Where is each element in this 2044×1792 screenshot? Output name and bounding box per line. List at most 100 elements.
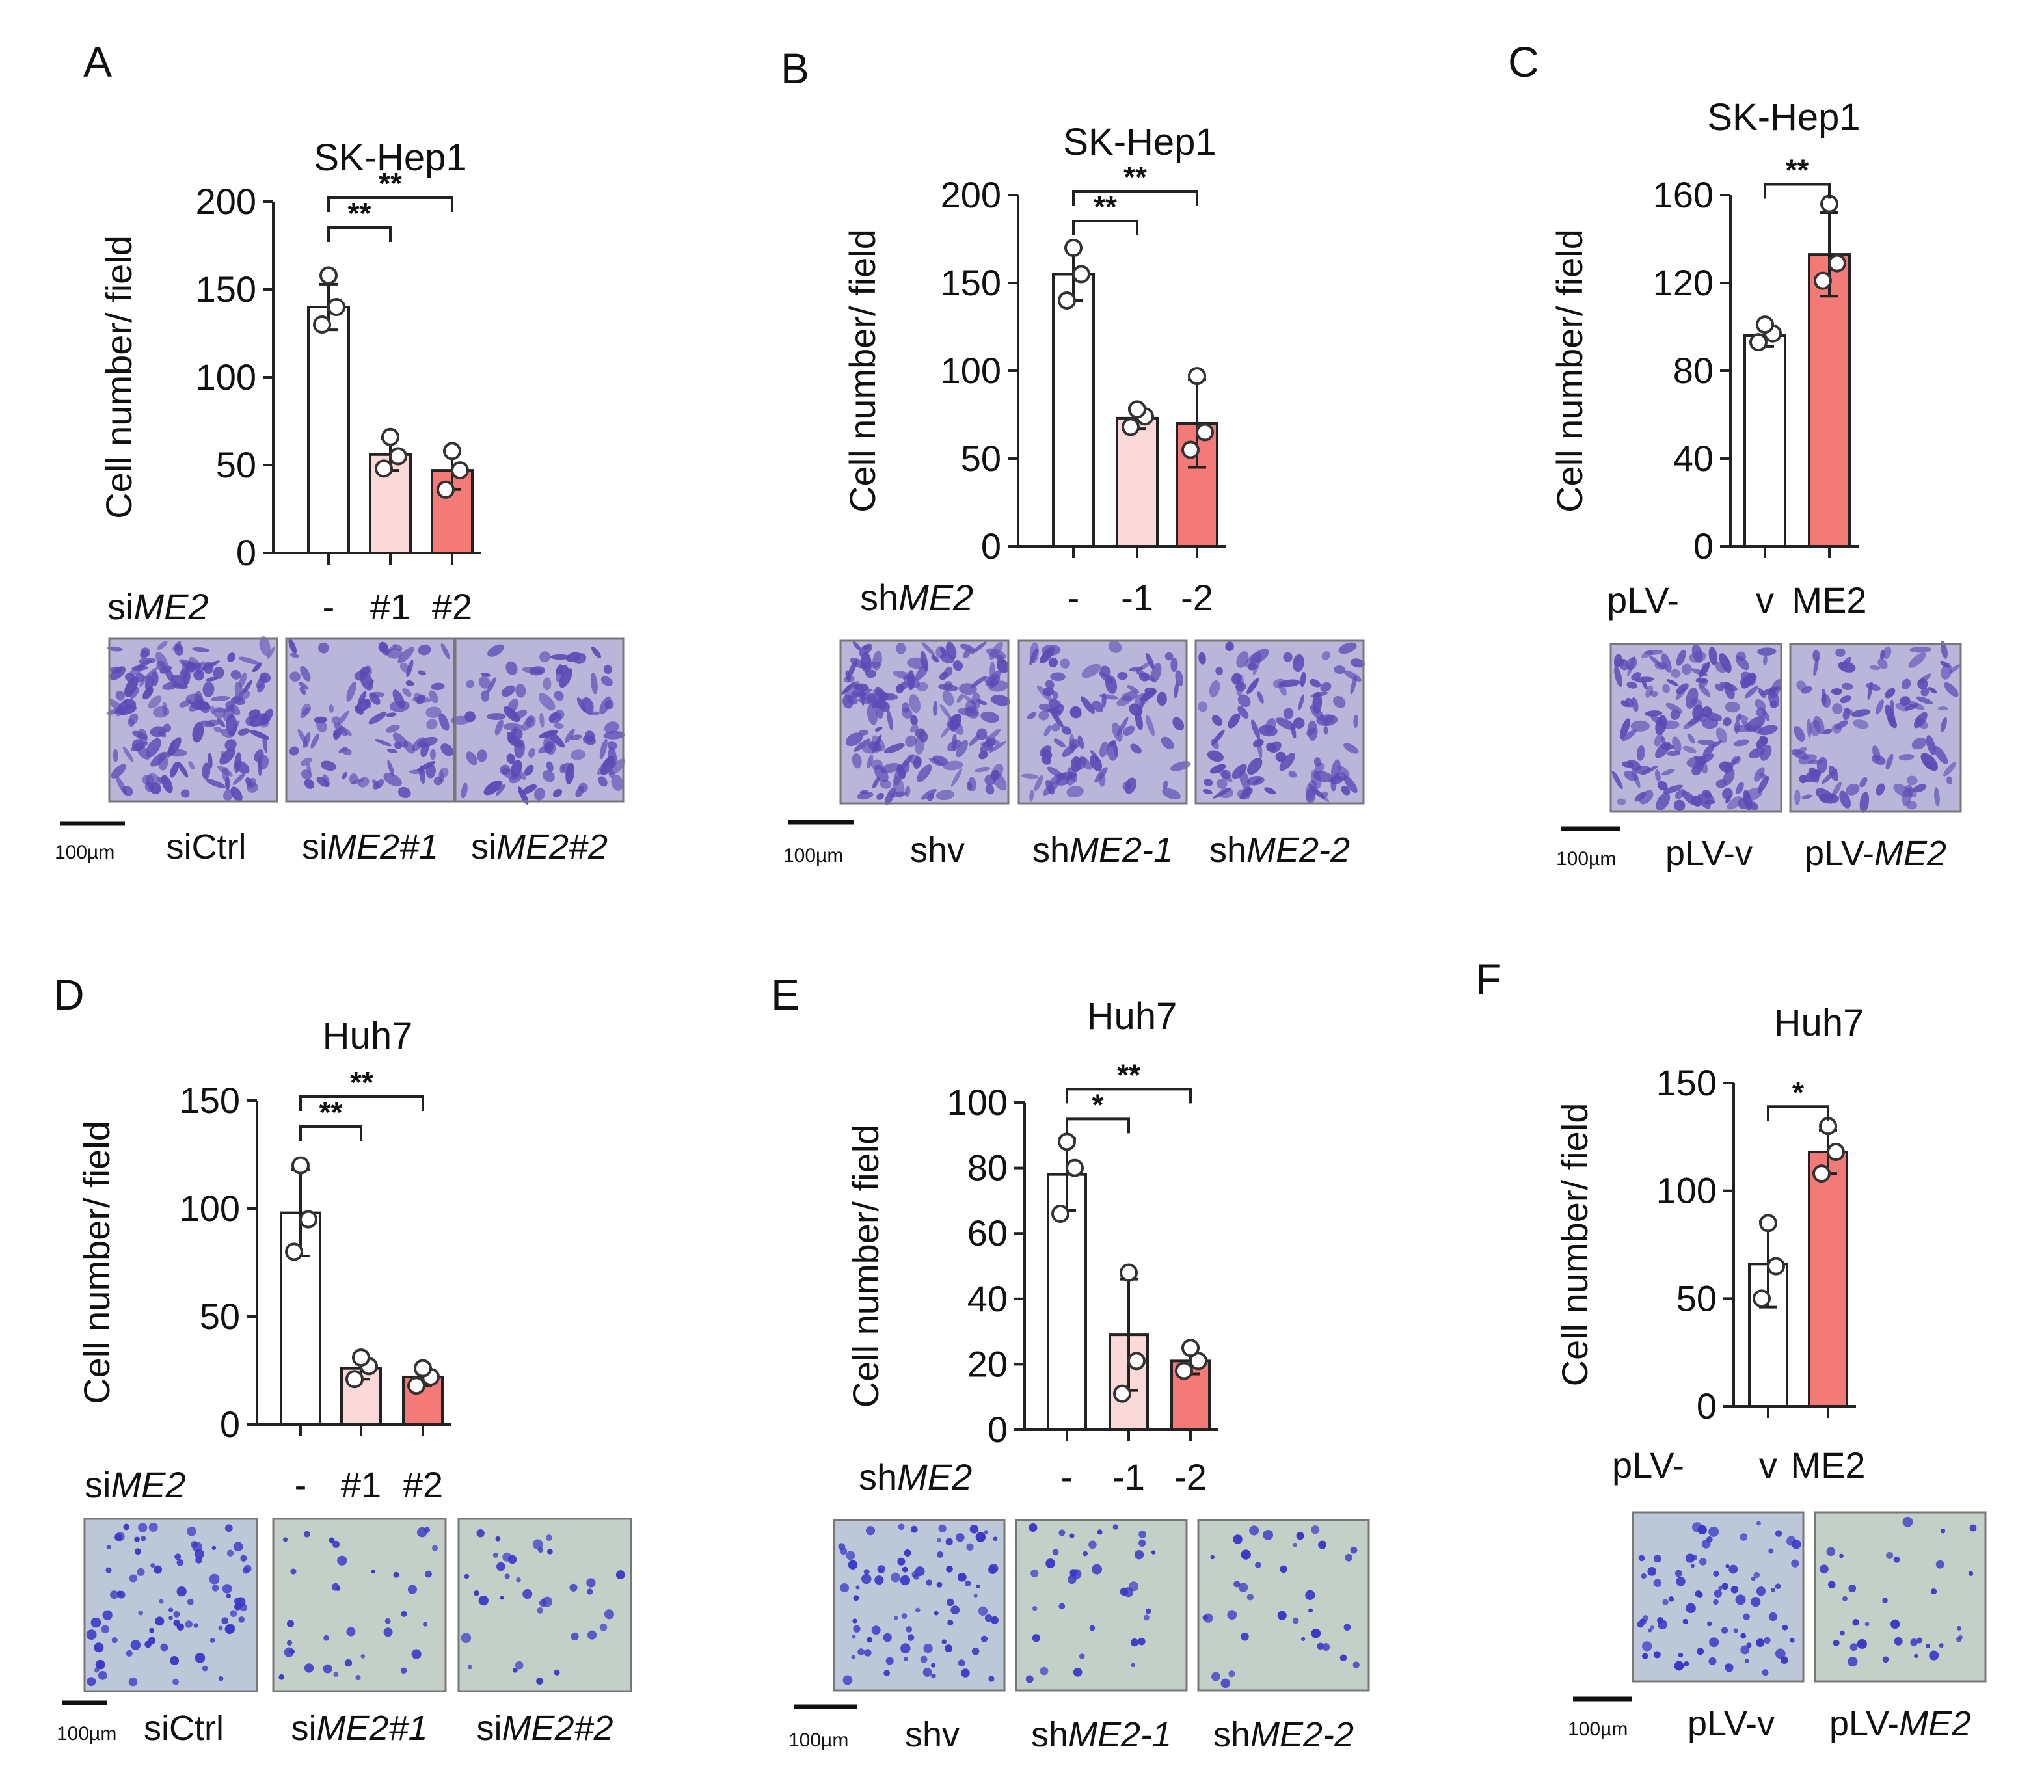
stained-cell [416,760,436,772]
micrograph-background [455,639,623,801]
stained-cell [1174,681,1179,699]
stained-cell [1069,734,1075,753]
panel-e: E Huh7 0 20 40 60 80 100 Cell number/ field - -1 -2… [771,970,1370,1754]
stained-cell [1968,1571,1974,1576]
stained-cell [1353,714,1358,729]
stained-cell [1139,693,1146,712]
stained-cell [1061,726,1072,735]
stained-cell [1161,736,1174,750]
bar-0 [1743,334,1786,548]
stained-cell [971,641,987,654]
stained-cell [1067,767,1078,782]
caption-prefix: sh [1209,831,1246,870]
stained-cell [1768,1548,1774,1554]
stained-cell [1708,1526,1719,1537]
stained-cell [209,1638,215,1643]
stained-cell [1709,1637,1719,1648]
stained-cell [1308,784,1325,799]
stained-cell [1676,1663,1682,1668]
stained-cell [402,688,412,697]
stained-cell [424,1527,431,1533]
stained-cell [1768,689,1780,708]
stained-cell [384,1618,391,1624]
data-point [1064,239,1083,257]
stained-cell [383,773,402,786]
y-tick-label: 50 [961,438,1001,479]
stained-cell [975,766,991,773]
stained-cell [1157,691,1167,706]
stained-cell [604,721,619,734]
y-tick-label: 160 [1653,174,1714,215]
stained-cell [238,656,260,665]
micrograph-1 [285,637,455,803]
stained-cell [1682,745,1697,754]
stained-cell [1662,684,1671,693]
stained-cell [138,1523,148,1532]
stained-cell [1746,1642,1752,1648]
stained-cell [1736,651,1746,662]
stained-cell [1885,688,1896,699]
stained-cell [403,740,416,754]
stained-cell [340,726,352,736]
stained-cell [910,1525,918,1533]
bar-1 [1808,1151,1848,1408]
category-label: - [295,1464,307,1505]
stained-cell [1948,664,1961,674]
stained-cell [1116,717,1129,736]
stained-cell [1670,669,1681,678]
stained-cell [1032,1634,1040,1642]
micrograph-1 [1015,1519,1188,1692]
stained-cell [1029,1523,1038,1532]
stained-cell [1786,1536,1797,1546]
stained-cell [122,746,134,762]
stained-cell [1946,776,1953,785]
stained-cell [1263,1529,1274,1540]
bar-1 [1808,253,1851,548]
stained-cell [1849,1643,1858,1652]
stained-cell [113,749,118,762]
stained-cell [1275,751,1287,762]
stained-cell [107,646,124,652]
stained-cell [883,743,905,754]
stained-cell [962,694,976,705]
data-point [1189,1352,1207,1371]
stained-cell [193,669,205,681]
category-label: #2 [432,586,472,627]
stained-cell [131,741,148,751]
stained-cell [936,1581,943,1588]
micrograph-background [1016,1520,1187,1691]
stained-cell [375,739,392,747]
stained-cell [859,790,869,795]
stained-cell [505,661,518,675]
stained-cell [931,1673,936,1679]
stained-cell [433,777,443,786]
stained-cell [511,728,523,741]
stained-cell [1883,646,1892,660]
stained-cell [1216,779,1228,789]
stained-cell [901,702,910,713]
stained-cell [1666,679,1679,686]
stained-cell [1307,720,1318,742]
stained-cell [383,1627,393,1637]
stained-cell [239,672,247,688]
stained-cell [536,1678,543,1685]
significance-label: ** [348,196,371,230]
stained-cell [1745,686,1758,699]
stained-cell [420,742,429,758]
stained-cell [232,773,246,785]
data-point [1196,423,1214,442]
stained-cell [1969,1524,1977,1532]
stained-cell [1681,663,1692,675]
stained-cell [1832,703,1843,715]
stained-cell [1763,655,1768,665]
stained-cell [1627,656,1635,677]
stained-cell [1101,693,1107,708]
stained-cell [237,728,250,736]
stained-cell [397,786,411,799]
stained-cell [1249,1525,1259,1536]
stained-cell [537,1607,544,1614]
stained-cell [930,1663,936,1668]
stained-cell [220,751,226,759]
group-prefix: si [85,1464,111,1505]
group-prefix: pLV- [1607,580,1679,621]
